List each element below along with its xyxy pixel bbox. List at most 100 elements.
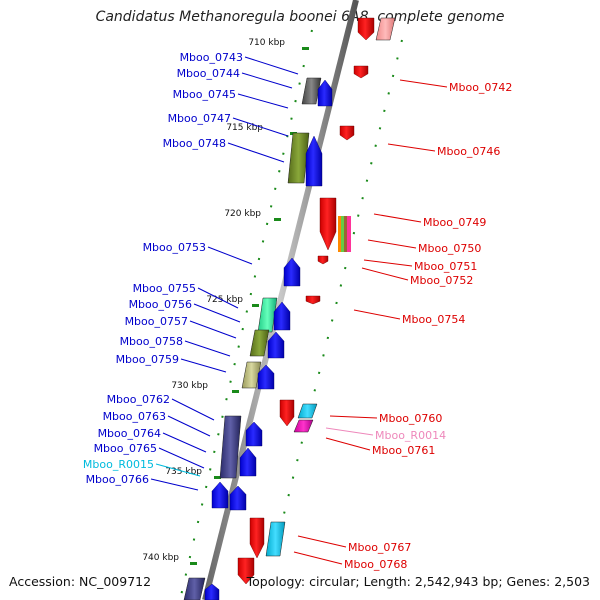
plus-gene-label[interactable]: Mboo_0757	[125, 315, 188, 328]
leader-line	[180, 358, 227, 373]
gene-bar[interactable]	[241, 361, 262, 389]
leader-line	[325, 437, 371, 451]
leader-line	[227, 142, 285, 163]
leader-line	[197, 287, 239, 309]
plus-gene-label[interactable]: Mboo_0759	[116, 353, 179, 366]
minus-gene-label[interactable]: Mboo_0751	[414, 260, 477, 273]
plus-gene-label[interactable]: Mboo_0747	[168, 112, 231, 125]
leader-line	[353, 309, 401, 320]
leader-line	[162, 432, 207, 453]
minus-gene-label[interactable]: Mboo_R0014	[375, 429, 446, 442]
plus-track-guide	[179, 29, 313, 600]
ruler-tick	[274, 218, 281, 221]
minus-strand-arrow[interactable]	[305, 295, 321, 305]
minus-strand-arrow[interactable]	[279, 399, 295, 427]
ruler-tick	[302, 47, 309, 50]
leader-line	[244, 56, 299, 75]
ruler-tick	[252, 304, 259, 307]
plus-strand-arrow[interactable]	[283, 257, 301, 287]
minus-strand-arrow[interactable]	[357, 17, 375, 41]
plus-gene-label[interactable]: Mboo_0756	[129, 298, 192, 311]
plus-gene-label[interactable]: Mboo_0748	[163, 137, 226, 150]
ruler-label: 725 kbp	[206, 295, 243, 305]
plus-strand-arrow[interactable]	[211, 481, 229, 509]
minus-gene-label[interactable]: Mboo_0750	[418, 242, 481, 255]
leader-line	[237, 93, 289, 109]
ruler-tick	[214, 476, 221, 479]
plus-strand-arrow[interactable]	[229, 485, 247, 511]
minus-strand-arrow[interactable]	[249, 517, 265, 559]
minus-gene-label[interactable]: Mboo_0746	[437, 145, 500, 158]
leader-line	[167, 415, 211, 437]
ruler-label: 710 kbp	[248, 38, 285, 48]
gene-bar[interactable]	[219, 415, 242, 479]
minus-strand-arrow[interactable]	[353, 65, 369, 79]
minus-gene-label[interactable]: Mboo_0768	[344, 558, 407, 571]
plus-gene-label[interactable]: Mboo_0743	[180, 51, 243, 64]
plus-gene-label[interactable]: Mboo_0744	[177, 67, 240, 80]
leader-line	[193, 303, 241, 323]
gene-bar[interactable]	[265, 521, 286, 557]
accession-text: Accession: NC_009712	[9, 574, 152, 589]
minus-gene-label[interactable]: Mboo_0742	[449, 81, 512, 94]
minus-gene-label[interactable]: Mboo_0749	[423, 216, 486, 229]
ruler-label: 730 kbp	[171, 381, 208, 391]
gene-bar[interactable]	[183, 577, 206, 600]
minus-gene-label[interactable]: Mboo_0761	[372, 444, 435, 457]
plus-strand-arrow[interactable]	[239, 447, 257, 477]
plus-gene-label[interactable]: Mboo_0766	[86, 473, 149, 486]
gene-bar[interactable]	[375, 17, 396, 41]
topology-text: Topology: circular; Length: 2,542,943 bp…	[246, 574, 590, 589]
plus-gene-label[interactable]: Mboo_R0015	[83, 458, 154, 471]
gene-bar[interactable]	[297, 403, 318, 419]
plus-gene-label[interactable]: Mboo_0755	[133, 282, 196, 295]
plus-strand-arrow[interactable]	[204, 583, 220, 600]
leader-line	[150, 478, 199, 491]
gene-bar[interactable]	[338, 216, 341, 252]
leader-line	[207, 246, 253, 265]
minus-track-guide	[279, 39, 403, 531]
minus-strand-arrow[interactable]	[319, 197, 337, 251]
minus-gene-label[interactable]: Mboo_0760	[379, 412, 442, 425]
gene-bar[interactable]	[301, 77, 322, 105]
gene-bar[interactable]	[293, 419, 314, 433]
minus-gene-label[interactable]: Mboo_0754	[402, 313, 465, 326]
gene-bar[interactable]	[287, 132, 310, 184]
plus-strand-arrow[interactable]	[245, 421, 263, 447]
leader-line	[363, 259, 413, 267]
plus-strand-arrow[interactable]	[273, 301, 291, 331]
plus-strand-arrow[interactable]	[305, 135, 323, 187]
leader-line	[325, 427, 374, 436]
plus-strand-arrow[interactable]	[257, 364, 275, 390]
plus-gene-label[interactable]: Mboo_0765	[94, 442, 157, 455]
leader-line	[158, 447, 205, 469]
gene-bar[interactable]	[249, 329, 270, 357]
leader-line	[293, 551, 343, 565]
plus-gene-label[interactable]: Mboo_0764	[98, 427, 161, 440]
plus-strand-arrow[interactable]	[317, 79, 333, 107]
gene-bar[interactable]	[341, 216, 344, 252]
minus-gene-label[interactable]: Mboo_0752	[410, 274, 473, 287]
plus-strand-arrow[interactable]	[267, 331, 285, 359]
minus-strand-arrow[interactable]	[237, 557, 255, 585]
minus-strand-arrow[interactable]	[339, 125, 355, 141]
gene-bar[interactable]	[257, 297, 278, 333]
plus-gene-label[interactable]: Mboo_0758	[120, 335, 183, 348]
plus-gene-label[interactable]: Mboo_0763	[103, 410, 166, 423]
leader-line	[232, 117, 289, 137]
leader-line	[367, 239, 417, 249]
plus-gene-label[interactable]: Mboo_0762	[107, 393, 170, 406]
leader-line	[387, 143, 436, 152]
leader-line	[184, 340, 231, 357]
plus-gene-label[interactable]: Mboo_0753	[143, 241, 206, 254]
gene-bar[interactable]	[344, 216, 347, 252]
gene-bar[interactable]	[347, 216, 351, 252]
leader-line	[155, 463, 201, 477]
minus-gene-label[interactable]: Mboo_0767	[348, 541, 411, 554]
minus-strand-arrow[interactable]	[317, 255, 329, 265]
leader-line	[297, 535, 347, 548]
leader-line	[329, 415, 378, 419]
plus-gene-label[interactable]: Mboo_0745	[173, 88, 236, 101]
leader-line	[171, 398, 215, 421]
